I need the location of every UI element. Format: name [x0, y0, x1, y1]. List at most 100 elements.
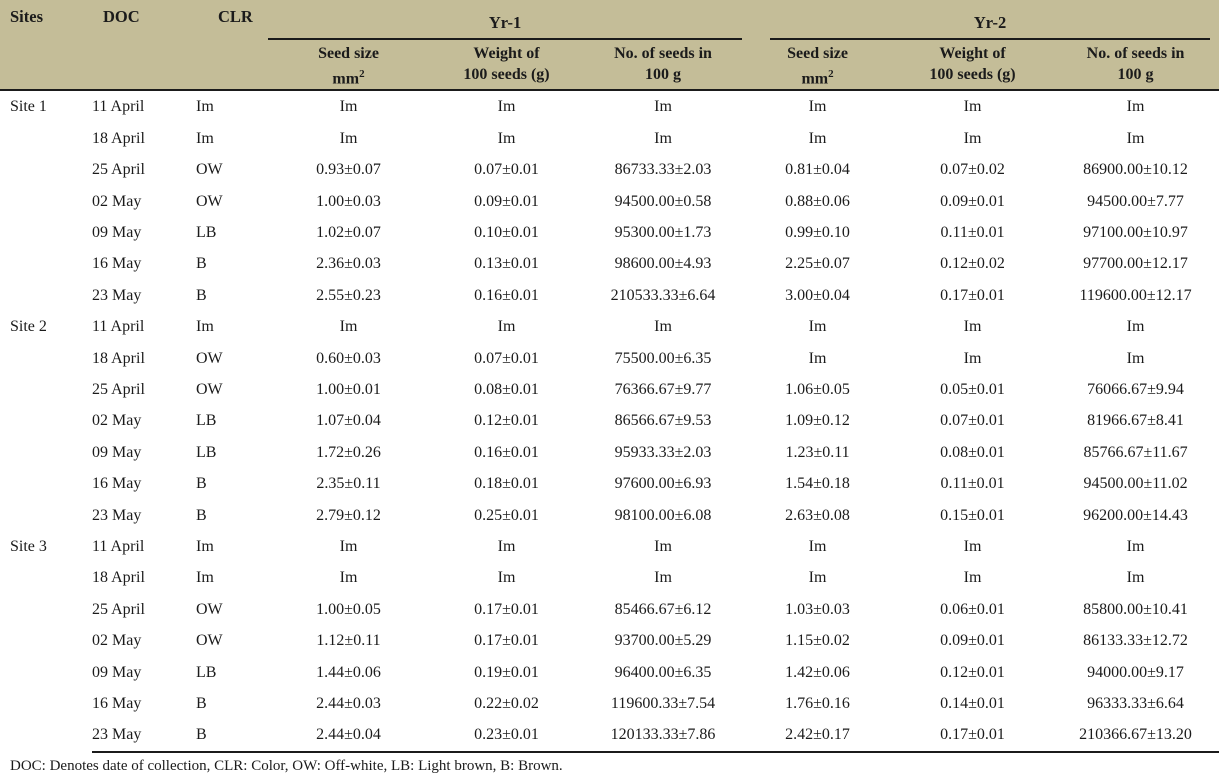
- yr1-value-cell: 86733.33±2.03: [614, 161, 712, 179]
- yr2-value-cell: 0.06±0.01: [940, 600, 1005, 618]
- column-header-sites: Sites: [0, 0, 92, 92]
- yr1-value-cell: 0.19±0.01: [474, 663, 539, 681]
- yr2-value-cell: 0.07±0.02: [940, 161, 1005, 179]
- table-row: 09 May LB 1.72±0.26 0.16±0.01 95933.33±2.03 1…: [0, 437, 1219, 468]
- yr2-value-cell: 1.54±0.18: [785, 475, 850, 493]
- yr1-value-cell: 0.16±0.01: [474, 286, 539, 304]
- yr2-value-cell: 0.88±0.06: [785, 192, 850, 210]
- yr1-value-cell: Im: [497, 129, 516, 147]
- yr1-value-cell: 76366.67±9.77: [614, 380, 712, 398]
- doc-cell: 02 May: [92, 192, 142, 210]
- yr2-value-cell: 1.15±0.02: [785, 632, 850, 650]
- doc-cell: 23 May: [92, 286, 142, 304]
- clr-cell: OW: [196, 632, 223, 650]
- table-row: 25 April OW 1.00±0.01 0.08±0.01 76366.67±9.7…: [0, 374, 1219, 405]
- yr2-value-cell: 2.63±0.08: [785, 506, 850, 524]
- yr1-value-cell: 0.18±0.01: [474, 475, 539, 493]
- yr2-value-cell: 0.14±0.01: [940, 695, 1005, 713]
- doc-cell: 09 May: [92, 443, 142, 461]
- yr1-value-cell: Im: [654, 538, 672, 556]
- yr2-value-cell: 97100.00±10.97: [1083, 223, 1188, 241]
- clr-label: CLR: [218, 7, 253, 26]
- yr1-value-cell: Im: [654, 129, 672, 147]
- seed-characteristics-table: Sites DOC CLR Yr-1 Yr-2 Seed size mm2 Wei…: [0, 0, 1219, 753]
- subheader-yr2-seed-count: No. of seeds in 100 g: [1052, 40, 1219, 92]
- yr2-value-cell: 94000.00±9.17: [1087, 663, 1184, 681]
- doc-cell: 11 April: [92, 318, 145, 336]
- yr2-value-cell: 0.09±0.01: [940, 192, 1005, 210]
- yr1-value-cell: 2.35±0.11: [316, 475, 381, 493]
- yr2-value-cell: Im: [808, 349, 827, 367]
- clr-cell: B: [196, 475, 207, 493]
- table-row: 16 May B 2.44±0.03 0.22±0.02 119600.33±7.54 1…: [0, 688, 1219, 719]
- yr2-value-cell: 94500.00±11.02: [1083, 475, 1188, 493]
- clr-cell: B: [196, 695, 207, 713]
- table-row: 23 May B 2.79±0.12 0.25±0.01 98100.00±6.08 2.…: [0, 500, 1219, 531]
- yr1-value-cell: 120133.33±7.86: [584, 719, 743, 753]
- yr1-value-cell: 86566.67±9.53: [614, 412, 712, 430]
- yr2-group-rule: Yr-2: [770, 4, 1211, 40]
- table-row: 23 May B 2.55±0.23 0.16±0.01 210533.33±6.64 3…: [0, 280, 1219, 311]
- yr2-value-cell: Im: [1126, 349, 1145, 367]
- yr2-value-cell: Im: [1126, 98, 1145, 116]
- yr1-value-cell: 1.02±0.07: [316, 223, 381, 241]
- subheader-yr1-seed-size: Seed size mm2: [268, 40, 429, 92]
- doc-cell: 23 May: [92, 719, 193, 753]
- yr2-value-cell: 76066.67±9.94: [1087, 380, 1184, 398]
- column-group-yr2: Yr-2: [742, 0, 1219, 40]
- yr1-value-cell: 0.12±0.01: [474, 412, 539, 430]
- clr-cell: Im: [196, 129, 214, 147]
- yr2-value-cell: 0.17±0.01: [940, 286, 1005, 304]
- yr2-value-cell: Im: [808, 318, 827, 336]
- yr2-value-cell: Im: [1126, 538, 1145, 556]
- sites-label: Sites: [10, 7, 43, 26]
- yr1-value-cell: 2.44±0.03: [316, 695, 381, 713]
- yr2-value-cell: 96200.00±14.43: [1083, 506, 1188, 524]
- doc-cell: 16 May: [92, 475, 142, 493]
- yr2-value-cell: 1.23±0.11: [785, 443, 850, 461]
- table-row: 16 May B 2.35±0.11 0.18±0.01 97600.00±6.93 1.…: [0, 468, 1219, 499]
- yr1-value-cell: 2.55±0.23: [316, 286, 381, 304]
- yr1-group-label: Yr-1: [488, 13, 522, 32]
- table-row: 02 May OW 1.12±0.11 0.17±0.01 93700.00±5.29 1…: [0, 625, 1219, 656]
- table-row: 18 April OW 0.60±0.03 0.07±0.01 75500.00±6.3…: [0, 343, 1219, 374]
- yr1-group-rule: Yr-1: [268, 4, 743, 40]
- doc-cell: 18 April: [92, 569, 145, 587]
- yr2-value-cell: Im: [1126, 318, 1145, 336]
- yr1-value-cell: 95300.00±1.73: [614, 223, 712, 241]
- yr1-value-cell: 0.17±0.01: [474, 600, 539, 618]
- yr2-value-cell: 86133.33±12.72: [1083, 632, 1188, 650]
- yr2-value-cell: Im: [808, 129, 827, 147]
- subheader-yr1-weight: Weight of 100 seeds (g): [429, 40, 584, 92]
- site-cell: Site 2: [10, 318, 47, 336]
- clr-cell: LB: [196, 663, 217, 681]
- yr1-value-cell: Im: [654, 318, 672, 336]
- yr2-value-cell: 85766.67±11.67: [1083, 443, 1188, 461]
- yr2-value-cell: 0.07±0.01: [940, 412, 1005, 430]
- yr1-value-cell: 0.13±0.01: [474, 255, 539, 273]
- yr1-value-cell: 0.60±0.03: [316, 349, 381, 367]
- yr1-value-cell: 1.12±0.11: [316, 632, 381, 650]
- table-footnote: DOC: Denotes date of collection, CLR: Co…: [10, 757, 563, 774]
- doc-cell: 02 May: [92, 632, 142, 650]
- yr2-value-cell: 0.12±0.02: [940, 255, 1005, 273]
- yr1-value-cell: 1.07±0.04: [316, 412, 381, 430]
- yr2-value-cell: Im: [963, 129, 982, 147]
- yr2-value-cell: 2.42±0.17: [742, 719, 894, 753]
- table-row: Site 2 11 April Im Im Im Im Im Im Im: [0, 311, 1219, 342]
- yr1-value-cell: 0.93±0.07: [316, 161, 381, 179]
- yr1-value-cell: Im: [497, 318, 516, 336]
- yr2-value-cell: Im: [808, 538, 827, 556]
- doc-cell: 16 May: [92, 255, 142, 273]
- yr1-value-cell: 94500.00±0.58: [614, 192, 712, 210]
- doc-cell: 25 April: [92, 380, 145, 398]
- yr1-value-cell: Im: [497, 569, 516, 587]
- yr2-value-cell: 3.00±0.04: [785, 286, 850, 304]
- yr1-value-cell: 98100.00±6.08: [614, 506, 712, 524]
- clr-cell: LB: [196, 412, 217, 430]
- yr2-value-cell: 1.42±0.06: [785, 663, 850, 681]
- doc-cell: 02 May: [92, 412, 142, 430]
- yr1-value-cell: 0.10±0.01: [474, 223, 539, 241]
- yr1-value-cell: 0.09±0.01: [474, 192, 539, 210]
- clr-cell: OW: [196, 380, 223, 398]
